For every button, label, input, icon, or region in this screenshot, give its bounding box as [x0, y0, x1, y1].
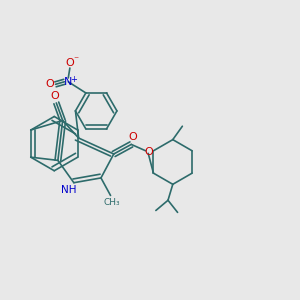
Text: O: O — [50, 91, 59, 101]
Text: O: O — [128, 132, 137, 142]
Text: ⁻: ⁻ — [73, 56, 78, 66]
Text: N: N — [64, 77, 72, 87]
Text: +: + — [70, 75, 77, 84]
Text: CH₃: CH₃ — [104, 198, 121, 207]
Text: O: O — [145, 147, 153, 158]
Text: O: O — [46, 79, 54, 89]
Text: O: O — [65, 58, 74, 68]
Text: NH: NH — [61, 185, 77, 195]
